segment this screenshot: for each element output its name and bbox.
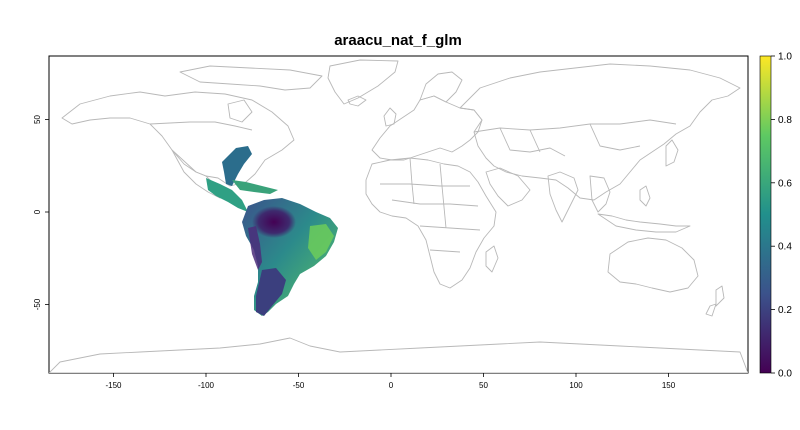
range-florida	[222, 146, 252, 186]
australia-outline	[607, 237, 699, 293]
range-caribbean	[232, 180, 278, 194]
canada-us-border	[149, 121, 253, 131]
range-central-america	[206, 178, 248, 212]
russia-southern-border	[473, 119, 677, 133]
y-axis: 50 0 -50	[33, 115, 49, 310]
asia-outline	[459, 63, 741, 201]
arabia-outline	[485, 167, 531, 207]
y-tick-label: 50	[33, 115, 42, 124]
canadian-arctic-outline	[179, 65, 323, 91]
range-amazon-low	[252, 206, 296, 238]
x-tick-label: -100	[198, 381, 215, 390]
x-tick-label: 100	[569, 381, 583, 390]
britain-outline	[383, 107, 397, 127]
y-tick-label: -50	[33, 298, 42, 310]
madagascar-outline	[485, 245, 499, 273]
range-patagonia	[256, 268, 286, 316]
indonesia-outline	[597, 213, 691, 233]
map-title: araacu_nat_f_glm	[334, 32, 462, 49]
scandinavia-outline	[419, 71, 463, 103]
colorbar-ticks: 1.0 0.8 0.6 0.4 0.2 0.0	[771, 52, 792, 380]
x-tick-label: -50	[293, 381, 305, 390]
japan-outline	[665, 139, 679, 167]
map-layer	[49, 59, 748, 373]
x-axis: -150 -100 -50 0 50 100 150	[105, 373, 676, 390]
x-tick-label: -150	[105, 381, 122, 390]
hudson-bay-outline	[227, 99, 253, 123]
colorbar	[759, 55, 772, 374]
philippines-outline	[639, 185, 651, 207]
x-tick-label: 150	[662, 381, 676, 390]
colorbar-tick-label: 0.4	[778, 242, 792, 253]
y-tick-label: 0	[33, 209, 42, 214]
colorbar-tick-label: 0.8	[778, 115, 792, 126]
range-andes	[248, 226, 262, 270]
north-america-outline	[61, 91, 295, 187]
central-asia-borders	[499, 123, 641, 157]
x-tick-label: 50	[479, 381, 488, 390]
colorbar-tick-label: 0.2	[778, 305, 792, 316]
iceland-outline	[347, 95, 367, 107]
india-outline	[547, 171, 579, 223]
africa-outline	[365, 157, 497, 289]
southeast-asia-outline	[589, 175, 611, 213]
colorbar-tick-label: 1.0	[778, 52, 792, 63]
plot-frame	[48, 55, 749, 374]
colorbar-tick-label: 0.0	[778, 369, 792, 380]
new-zealand-outline	[705, 285, 725, 317]
antarctica-outline	[49, 337, 748, 373]
greenland-outline	[327, 59, 399, 105]
x-tick-label: 0	[389, 381, 394, 390]
africa-borders	[380, 157, 481, 253]
colorbar-tick-label: 0.6	[778, 178, 792, 189]
range-atlantic-coast	[308, 224, 334, 260]
